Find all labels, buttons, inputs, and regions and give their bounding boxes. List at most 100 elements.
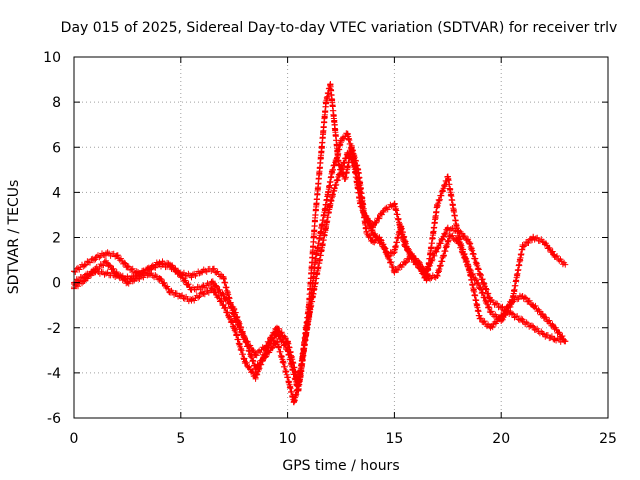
data-point bbox=[380, 243, 387, 250]
x-tick-label: 0 bbox=[70, 431, 79, 447]
data-point bbox=[199, 268, 206, 275]
data-point bbox=[103, 270, 110, 277]
data-point bbox=[370, 229, 377, 236]
data-point bbox=[434, 202, 441, 209]
data-point bbox=[402, 243, 409, 250]
data-point bbox=[519, 243, 526, 250]
y-tick-label: -2 bbox=[47, 321, 61, 337]
data-point bbox=[199, 290, 206, 297]
data-point bbox=[519, 293, 526, 300]
data-point bbox=[177, 272, 184, 279]
data-point bbox=[177, 293, 184, 300]
data-point bbox=[440, 252, 447, 259]
data-point bbox=[284, 374, 291, 381]
data-point bbox=[323, 99, 330, 106]
data-point bbox=[519, 317, 526, 324]
data-point bbox=[167, 261, 174, 268]
data-point bbox=[455, 234, 462, 241]
data-point bbox=[370, 223, 377, 230]
y-tick-label: -6 bbox=[47, 411, 61, 427]
y-tick-label: -4 bbox=[47, 366, 61, 382]
data-point bbox=[92, 266, 99, 273]
data-point bbox=[124, 263, 131, 270]
data-point bbox=[327, 200, 334, 207]
series-track-c bbox=[71, 81, 569, 394]
data-point bbox=[316, 257, 323, 264]
data-point bbox=[291, 399, 298, 406]
data-point bbox=[508, 299, 515, 306]
data-point bbox=[508, 311, 515, 318]
y-tick-label: 8 bbox=[52, 95, 61, 111]
y-tick-label: 6 bbox=[52, 140, 61, 156]
data-point bbox=[295, 387, 302, 394]
data-point bbox=[498, 304, 505, 311]
data-point bbox=[220, 275, 227, 282]
data-point bbox=[252, 374, 259, 381]
data-point bbox=[188, 286, 195, 293]
data-point bbox=[312, 211, 319, 218]
data-point bbox=[103, 259, 110, 266]
data-point bbox=[335, 162, 342, 169]
data-point bbox=[466, 239, 473, 246]
data-point bbox=[562, 338, 569, 345]
x-tick-label: 20 bbox=[492, 431, 510, 447]
data-point bbox=[530, 234, 537, 241]
data-point bbox=[348, 144, 355, 151]
data-point bbox=[412, 257, 419, 264]
data-point bbox=[423, 277, 430, 284]
data-point bbox=[113, 270, 120, 277]
data-point bbox=[231, 324, 238, 331]
y-tick-label: 4 bbox=[52, 185, 61, 201]
data-point bbox=[391, 248, 398, 255]
chart-title: Day 015 of 2025, Sidereal Day-to-day VTE… bbox=[61, 20, 618, 36]
data-point bbox=[342, 175, 349, 182]
data-point bbox=[220, 293, 227, 300]
data-point bbox=[434, 272, 441, 279]
data-point bbox=[446, 232, 453, 239]
data-point bbox=[487, 297, 494, 304]
data-point bbox=[273, 329, 280, 336]
data-point bbox=[284, 338, 291, 345]
data-point bbox=[344, 130, 351, 137]
data-point bbox=[551, 336, 558, 343]
data-point bbox=[476, 270, 483, 277]
data-point bbox=[199, 284, 206, 291]
data-point bbox=[363, 229, 370, 236]
y-axis-label: SDTVAR / TECUs bbox=[6, 180, 22, 295]
data-point bbox=[551, 324, 558, 331]
axis-ticks: 0 5 10 15 20 25 -6 -4 -2 0 2 4 6 8 10 bbox=[43, 50, 617, 447]
data-point bbox=[305, 302, 312, 309]
data-point bbox=[135, 275, 142, 282]
data-point bbox=[476, 315, 483, 322]
data-point bbox=[209, 266, 216, 273]
data-point bbox=[476, 284, 483, 291]
data-point bbox=[562, 261, 569, 268]
data-point bbox=[241, 358, 248, 365]
data-point bbox=[81, 277, 88, 284]
x-tick-label: 5 bbox=[176, 431, 185, 447]
data-point bbox=[263, 347, 270, 354]
data-point bbox=[498, 317, 505, 324]
x-tick-label: 25 bbox=[599, 431, 617, 447]
data-point bbox=[331, 121, 338, 128]
data-point bbox=[113, 252, 120, 259]
data-point bbox=[325, 189, 332, 196]
data-point bbox=[540, 313, 547, 320]
data-point bbox=[444, 225, 451, 232]
x-tick-label: 15 bbox=[385, 431, 403, 447]
data-point bbox=[361, 211, 368, 218]
data-point bbox=[318, 144, 325, 151]
data-point bbox=[103, 250, 110, 257]
data-point bbox=[323, 223, 330, 230]
data-point bbox=[156, 275, 163, 282]
data-point bbox=[551, 252, 558, 259]
data-point bbox=[540, 331, 547, 338]
data-point bbox=[487, 324, 494, 331]
data-point bbox=[209, 279, 216, 286]
data-point bbox=[380, 207, 387, 214]
data-point bbox=[81, 261, 88, 268]
data-point bbox=[355, 166, 362, 173]
data-point bbox=[540, 239, 547, 246]
data-point bbox=[188, 272, 195, 279]
